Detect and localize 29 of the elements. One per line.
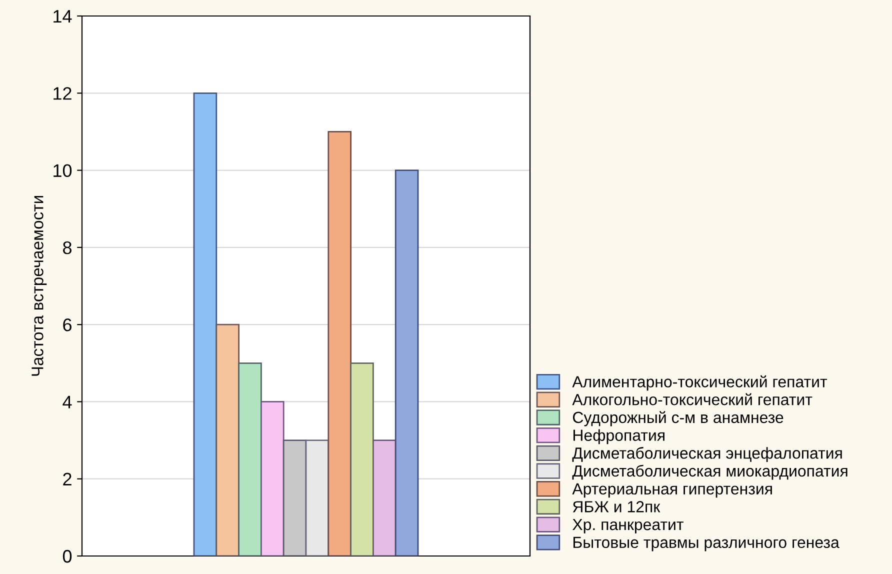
- legend-label: Судорожный с-м в анамнезе: [572, 411, 784, 426]
- legend-label: Нефропатия: [573, 429, 664, 444]
- y-axis-title: Частота встречаемости: [32, 196, 47, 376]
- y-tick-label: 4: [62, 396, 72, 408]
- y-tick-label: 6: [63, 318, 72, 332]
- bar: [328, 131, 352, 556]
- y-tick-label: 10: [54, 164, 72, 178]
- bar: [350, 362, 374, 556]
- y-tick-label: 14: [54, 10, 72, 23]
- bar: [238, 362, 262, 556]
- legend-label: ЯБЖ и 12пк: [572, 501, 660, 512]
- bar: [260, 401, 284, 556]
- bar: [394, 170, 419, 556]
- y-tick-label: 0: [62, 550, 72, 563]
- y-tick-label: 8: [63, 241, 72, 254]
- y-tick-label: 12: [54, 87, 72, 100]
- y-tick-label: 2: [63, 472, 72, 486]
- legend-label: Хр. панкреатит: [572, 519, 684, 534]
- legend-label: Алиментарно-токсический гепатит: [572, 375, 828, 391]
- bar: [282, 440, 307, 556]
- bar: [372, 440, 396, 556]
- bar: [193, 92, 218, 556]
- legend-label: Алкогольно-токсический гепатит: [572, 393, 812, 406]
- legend-label: Дисметаболическая миокардиопатия: [572, 464, 848, 480]
- legend-label: Дисметаболическая энцефалопатия: [572, 446, 842, 462]
- bar: [216, 324, 240, 556]
- legend-label: Бытовые травмы различного генеза: [573, 536, 840, 552]
- legend-label: Артериальная гипертензия: [572, 483, 772, 498]
- bar: [305, 440, 330, 556]
